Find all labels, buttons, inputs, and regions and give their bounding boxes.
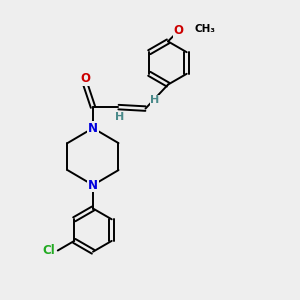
Text: H: H [116, 112, 124, 122]
Text: O: O [80, 72, 91, 85]
Text: Cl: Cl [42, 244, 55, 257]
Text: N: N [88, 122, 98, 135]
Text: H: H [151, 95, 160, 105]
Text: CH₃: CH₃ [194, 24, 215, 34]
Text: N: N [88, 178, 98, 192]
Text: O: O [173, 24, 184, 38]
